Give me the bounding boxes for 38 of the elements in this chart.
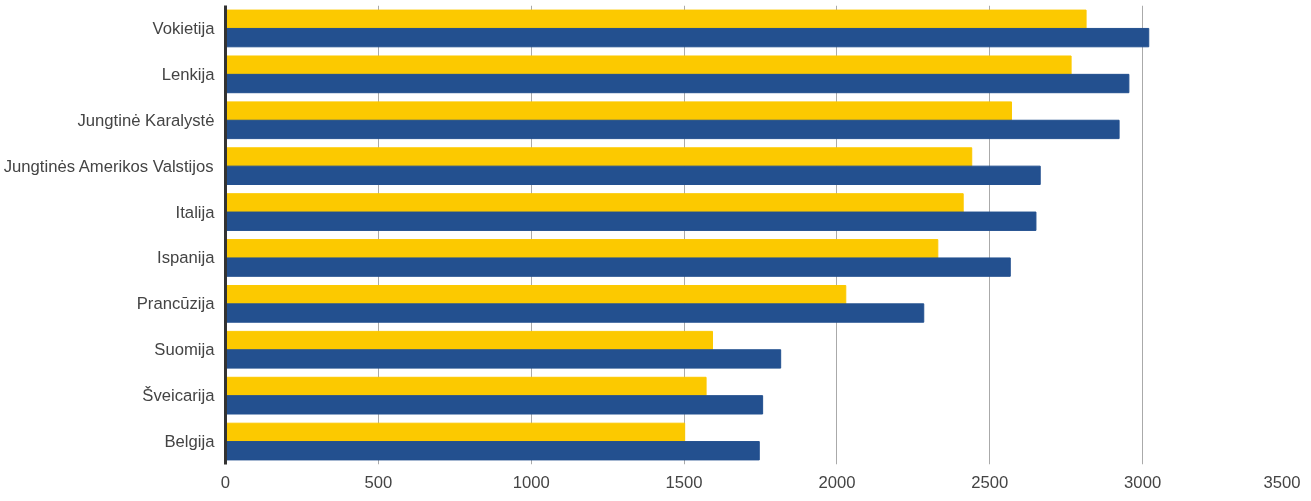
x-tick-label: 1500 <box>665 472 703 492</box>
bar <box>225 9 1087 29</box>
bar <box>225 395 764 415</box>
y-tick-label: Šveicarija <box>142 386 216 406</box>
y-tick-label: Italija <box>175 202 216 222</box>
bar <box>225 349 782 369</box>
bar <box>225 330 713 351</box>
bar <box>225 211 1037 231</box>
y-tick-label: Suomija <box>154 340 216 360</box>
y-tick-label: Ispanija <box>157 248 216 268</box>
bar <box>225 441 760 461</box>
x-tick-label: 2000 <box>818 472 856 492</box>
bar <box>225 303 925 323</box>
bar <box>225 55 1072 75</box>
bar <box>225 101 1012 121</box>
x-tick-label: 3000 <box>1124 472 1162 492</box>
bar <box>225 239 939 259</box>
y-tick-label: Belgija <box>164 432 216 452</box>
bar <box>225 257 1011 277</box>
bar <box>225 193 964 213</box>
bar <box>225 73 1130 94</box>
y-tick-label: Lenkija <box>161 64 216 84</box>
x-tick-label: 0 <box>220 472 231 492</box>
y-tick-label: Jungtinės Amerikos Valstijos <box>3 156 214 176</box>
x-tick-label: 1000 <box>512 472 550 492</box>
bar <box>225 27 1150 48</box>
y-tick-label: Prancūzija <box>136 294 216 314</box>
bar <box>225 284 847 305</box>
y-tick-label: Jungtinė Karalystė <box>77 110 215 130</box>
bar <box>225 376 707 397</box>
x-tick-label: 2500 <box>971 472 1009 492</box>
y-tick-label: Vokietija <box>152 18 216 38</box>
bar <box>225 165 1041 186</box>
x-tick-label: 500 <box>364 472 393 492</box>
bar <box>225 119 1120 140</box>
x-tick-label: 3500 <box>1263 472 1301 492</box>
bar <box>225 422 686 443</box>
bar <box>225 147 973 167</box>
